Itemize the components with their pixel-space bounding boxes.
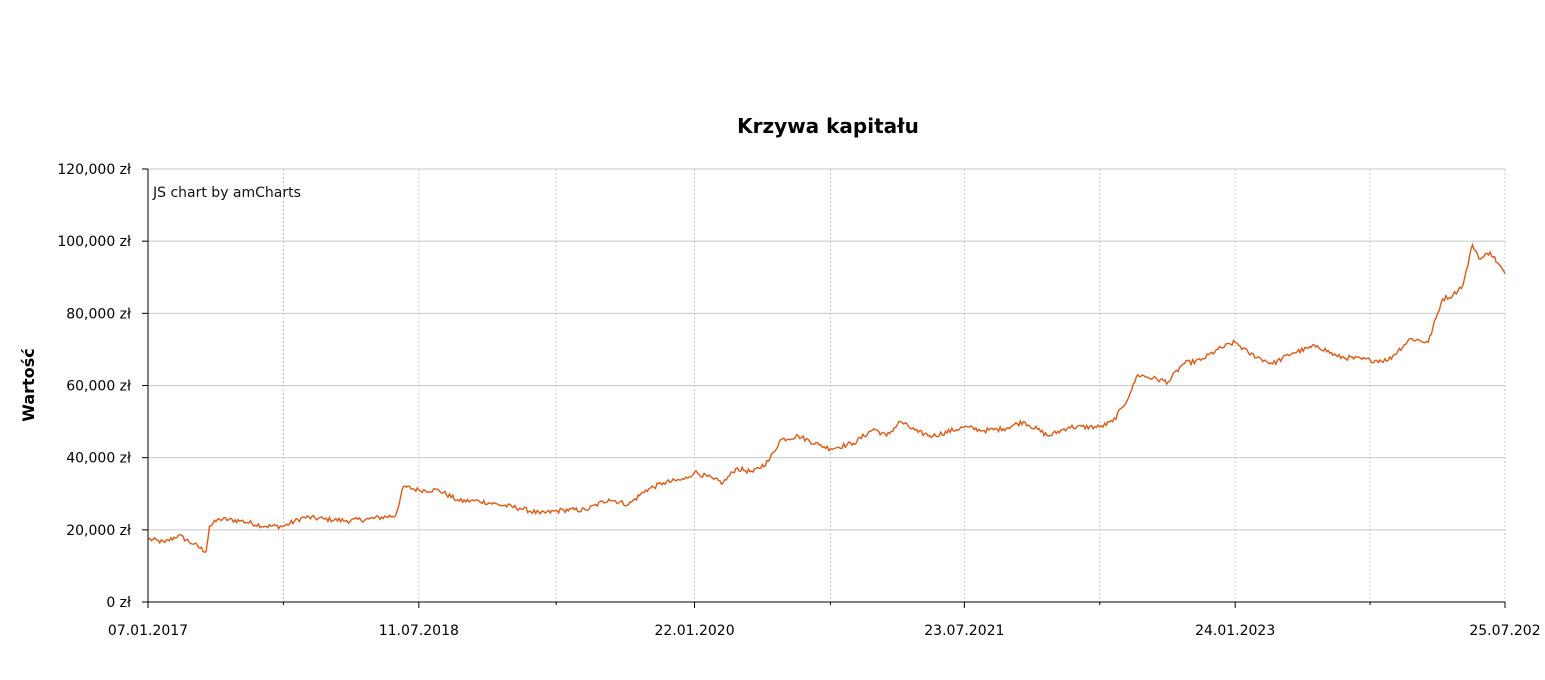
- x-tick-label: 11.07.2018: [379, 623, 459, 639]
- series-line: [147, 242, 1506, 554]
- y-axis-label: Wartość: [19, 348, 38, 421]
- x-tick-label: 22.01.2020: [654, 623, 734, 639]
- y-axis-ticks: 0 zł 20,000 zł 40,000 zł 60,000 zł 80,000 zł…: [57, 162, 148, 611]
- y-tick-label: 40,000 zł: [66, 451, 131, 467]
- y-tick-label: 20,000 zł: [66, 523, 131, 539]
- x-gridlines: [282, 169, 1506, 602]
- x-tick-label: 24.01.2023: [1195, 623, 1275, 639]
- chart-title: Krzywa kapitału: [737, 114, 919, 138]
- x-tick-label: 07.01.2017: [108, 623, 188, 639]
- y-tick-label: 0 zł: [106, 595, 131, 611]
- y-tick-label: 120,000 zł: [57, 162, 131, 178]
- x-tick-label: 25.07.202: [1469, 623, 1540, 639]
- y-gridlines: [148, 168, 1505, 531]
- x-axis-ticks: 07.01.2017 11.07.2018 22.01.2020 23.07.2021…: [108, 602, 1541, 639]
- y-tick-label: 60,000 zł: [66, 379, 131, 395]
- y-tick-label: 100,000 zł: [57, 234, 131, 250]
- y-tick-label: 80,000 zł: [66, 306, 131, 322]
- x-tick-label: 23.07.2021: [924, 623, 1004, 639]
- chart-credit[interactable]: JS chart by amCharts: [152, 185, 301, 201]
